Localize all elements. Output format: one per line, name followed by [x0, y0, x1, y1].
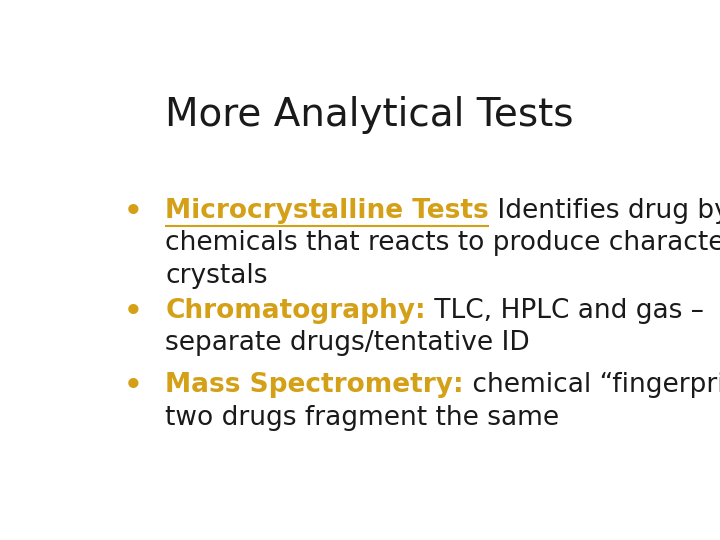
- Text: Mass Spectrometry:: Mass Spectrometry:: [166, 373, 464, 399]
- Text: Chromatography:: Chromatography:: [166, 298, 426, 323]
- Text: crystals: crystals: [166, 263, 268, 289]
- Text: More Analytical Tests: More Analytical Tests: [165, 96, 573, 134]
- Text: chemicals that reacts to produce characteristic: chemicals that reacts to produce charact…: [166, 230, 720, 256]
- Text: •: •: [124, 298, 143, 326]
- Text: chemical “fingerprint” no: chemical “fingerprint” no: [464, 373, 720, 399]
- Text: separate drugs/tentative ID: separate drugs/tentative ID: [166, 330, 530, 356]
- Text: TLC, HPLC and gas –: TLC, HPLC and gas –: [426, 298, 704, 323]
- Text: Microcrystalline Tests: Microcrystalline Tests: [166, 198, 489, 224]
- Text: •: •: [124, 373, 143, 401]
- Text: Identifies drug by using: Identifies drug by using: [489, 198, 720, 224]
- Text: •: •: [124, 198, 143, 226]
- Text: two drugs fragment the same: two drugs fragment the same: [166, 405, 559, 431]
